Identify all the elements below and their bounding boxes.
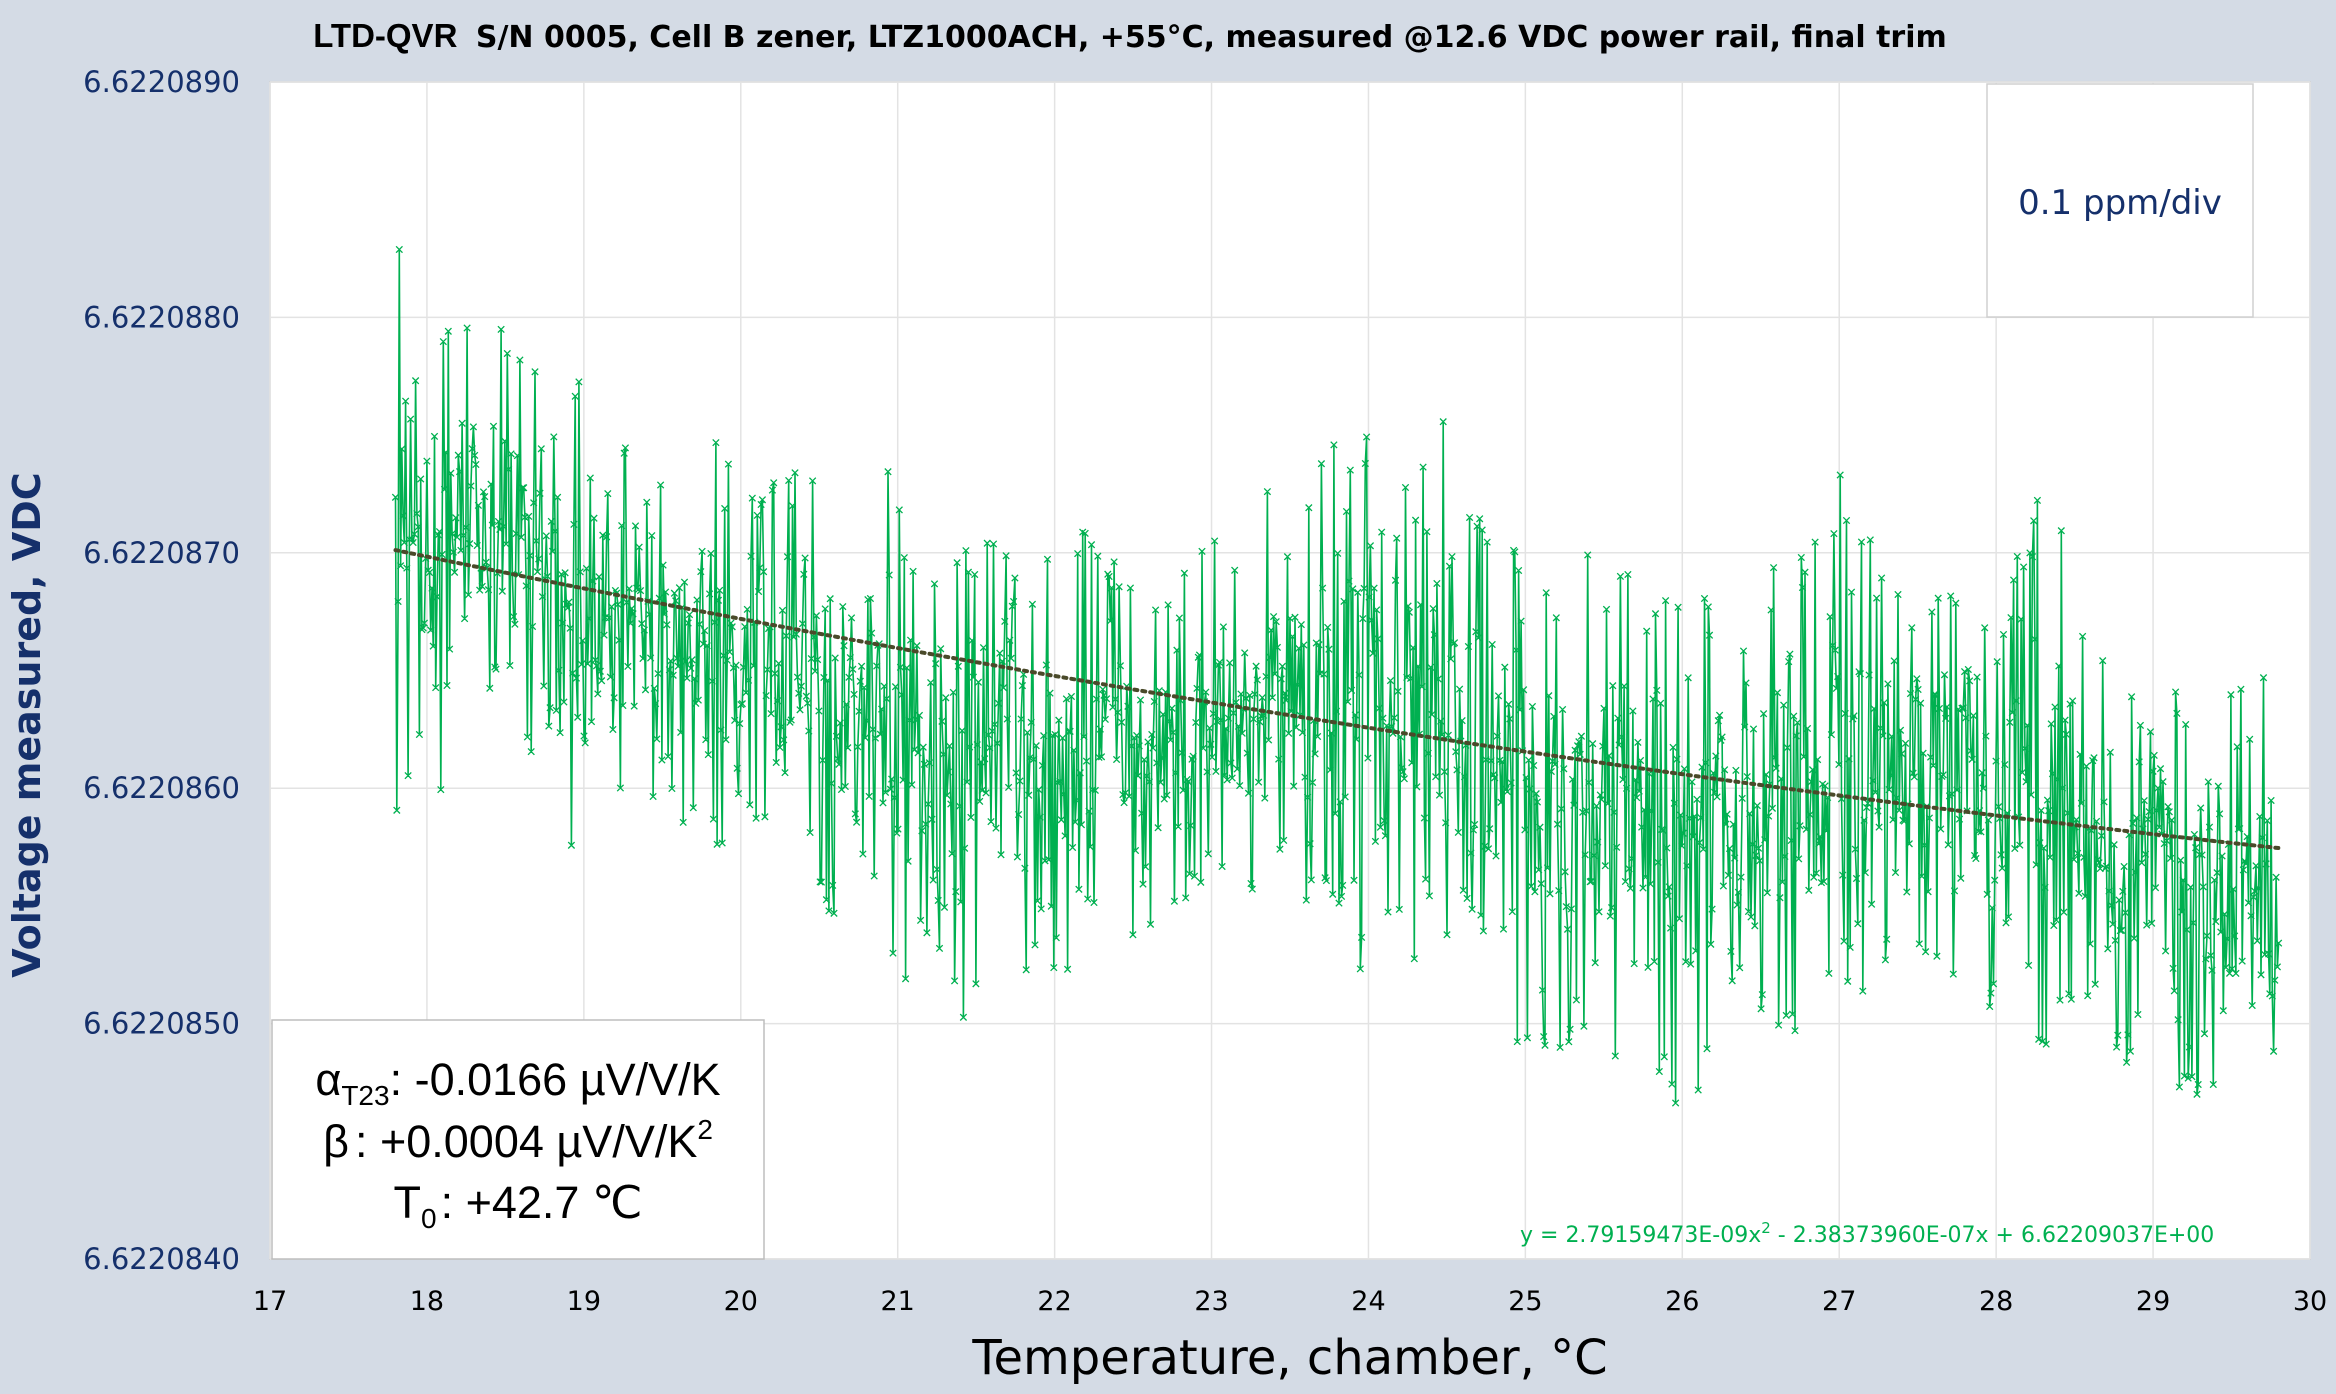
chart-title-brand: LTD-QVR	[313, 17, 457, 54]
trendline-layer	[393, 548, 2284, 851]
t0-subscript: 0	[421, 1203, 437, 1234]
beta-line: β: +0.0004 µV/V/K2	[323, 1114, 713, 1167]
y-tick-label: 6.6220840	[83, 1242, 240, 1276]
series-markers	[391, 245, 2283, 1107]
y-tick-label: 6.6220860	[83, 771, 240, 805]
t0-line: T0: +42.7 ℃	[394, 1177, 643, 1234]
x-axis-ticks: 17 18 19 20 21 22 23 24 25 26 27 28 29 30	[253, 1286, 2327, 1317]
chart-title-rest: S/N 0005, Cell B zener, LTZ1000ACH, +55°…	[476, 20, 1947, 55]
y-axis-label: Voltage measured, VDC	[5, 472, 49, 977]
y-tick-label: 6.6220880	[83, 300, 240, 334]
x-tick-label: 21	[881, 1286, 915, 1317]
alpha-line: αT23: -0.0166 µV/V/K	[315, 1054, 720, 1111]
coefficient-box	[271, 1019, 765, 1260]
alpha-symbol: α	[315, 1054, 341, 1105]
beta-superscript: 2	[697, 1114, 713, 1145]
x-tick-label: 27	[1822, 1286, 1856, 1317]
x-tick-label: 23	[1194, 1286, 1228, 1317]
t0-value: : +42.7 ℃	[441, 1177, 643, 1228]
beta-value: : +0.0004 µV/V/K	[355, 1116, 697, 1167]
y-tick-label: 6.6220890	[83, 65, 240, 99]
data-series	[391, 245, 2283, 1107]
series-line	[394, 248, 2280, 1104]
x-tick-label: 20	[724, 1286, 758, 1317]
equation-part-2: - 2.38373960E-07x + 6.62209037E+00	[1771, 1223, 2214, 1248]
x-tick-label: 30	[2293, 1286, 2327, 1317]
scale-note: 0.1 ppm/div	[2018, 183, 2222, 223]
x-tick-label: 22	[1037, 1286, 1071, 1317]
y-axis-ticks: 6.6220840 6.6220850 6.6220860 6.6220870 6.62…	[83, 65, 240, 1276]
x-tick-label: 19	[567, 1286, 601, 1317]
t0-symbol: T	[394, 1177, 422, 1228]
x-tick-label: 25	[1508, 1286, 1542, 1317]
x-tick-label: 24	[1351, 1286, 1385, 1317]
x-axis-label: Temperature, chamber, °C	[971, 1330, 1607, 1386]
x-tick-label: 18	[410, 1286, 444, 1317]
x-tick-label: 28	[1979, 1286, 2013, 1317]
scale-note-box	[1986, 83, 2254, 318]
alpha-value: : -0.0166 µV/V/K	[390, 1054, 721, 1105]
alpha-subscript: T23	[341, 1080, 389, 1111]
trendline	[393, 548, 2284, 851]
x-tick-label: 29	[2136, 1286, 2170, 1317]
trendline-equation: y = 2.79159473E-09x2 - 2.38373960E-07x +…	[1520, 1219, 2214, 1248]
equation-part-1: y = 2.79159473E-09x	[1520, 1223, 1761, 1248]
beta-symbol: β	[323, 1116, 349, 1167]
x-tick-label: 17	[253, 1286, 287, 1317]
y-tick-label: 6.6220850	[83, 1007, 240, 1041]
equation-superscript: 2	[1761, 1219, 1771, 1237]
chart-title: LTD-QVR S/N 0005, Cell B zener, LTZ1000A…	[313, 17, 1947, 55]
y-tick-label: 6.6220870	[83, 536, 240, 570]
x-tick-label: 26	[1665, 1286, 1699, 1317]
